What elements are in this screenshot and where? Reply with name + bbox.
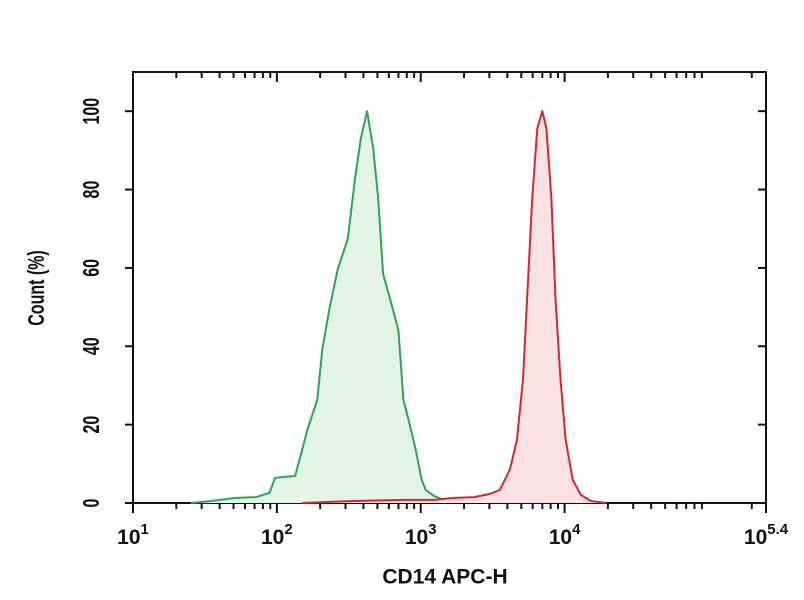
x-tick-exponent: 4: [572, 521, 581, 538]
x-tick-base: 10: [744, 526, 767, 549]
x-tick-base: 10: [261, 526, 284, 549]
x-tick-base: 10: [117, 526, 140, 549]
x-tick-exponent: 1: [141, 521, 149, 538]
y-tick-label: 40: [79, 337, 105, 355]
plot-frame: [132, 71, 767, 504]
x-tick-exponent: 5.4: [767, 521, 789, 538]
series-line: [190, 110, 465, 504]
y-tick-label: 80: [79, 181, 105, 199]
y-axis-label: Count (%): [24, 250, 50, 325]
y-tick-label: 60: [79, 259, 105, 277]
y-tick-label: 0: [79, 499, 105, 508]
x-tick-exponent: 2: [284, 521, 292, 538]
x-tick-label: 102: [261, 521, 293, 549]
series-area: [190, 111, 465, 503]
series-area: [302, 111, 607, 503]
x-tick-base: 10: [405, 526, 428, 549]
y-tick-label: 100: [79, 98, 105, 125]
x-tick-label: 103: [405, 521, 437, 549]
x-tick-label: 101: [117, 521, 149, 549]
x-tick-label: 105.4: [744, 521, 789, 549]
series-line: [302, 110, 607, 504]
x-axis-label: CD14 APC-H: [382, 566, 507, 589]
y-tick-label: 20: [79, 416, 105, 434]
x-tick-base: 10: [549, 526, 572, 549]
x-tick-exponent: 3: [428, 521, 436, 538]
x-tick-label: 104: [549, 521, 581, 549]
